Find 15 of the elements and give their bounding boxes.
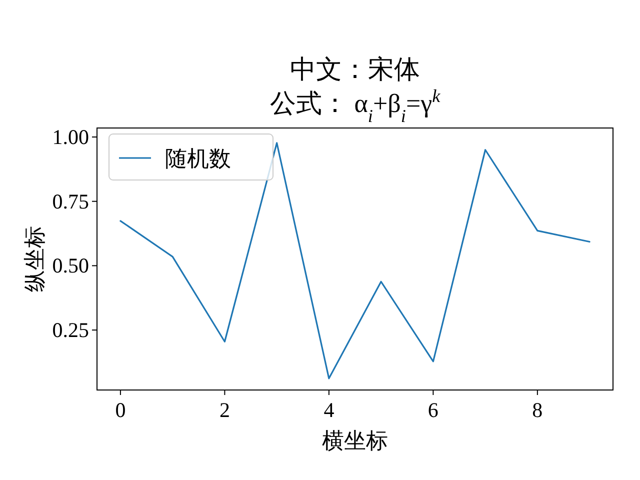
y-tick-label: 1.00 <box>52 125 89 150</box>
x-tick-label: 6 <box>428 398 438 422</box>
x-tick-label: 4 <box>324 398 335 422</box>
line-series <box>120 142 590 380</box>
text: 中文：宋体 <box>290 55 420 84</box>
x-tick-label: 0 <box>115 398 126 422</box>
x-tick-label: 8 <box>532 398 543 422</box>
y-axis-title: 纵坐标 <box>22 226 47 292</box>
y-tick-label: 0.25 <box>52 318 89 342</box>
y-tick-label: 0.75 <box>52 189 89 214</box>
x-axis-title: 横坐标 <box>322 428 388 453</box>
y-tick-label: 0.50 <box>52 254 89 278</box>
x-tick-label: 2 <box>219 398 230 422</box>
text: 公式： α$_{i}$+β$_{i}$=γ$^{k}$ <box>270 86 440 126</box>
legend-label: 随机数 <box>165 146 231 171</box>
